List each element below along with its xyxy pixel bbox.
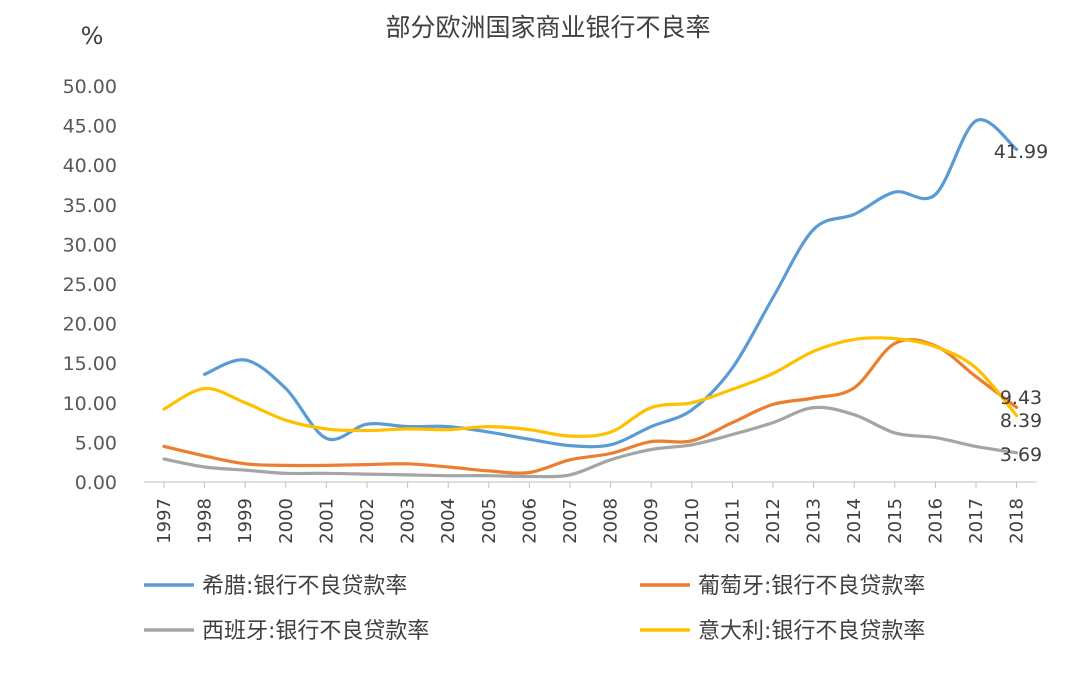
series-greece-line bbox=[203, 118, 1019, 449]
y-tick-label: 15.00 bbox=[63, 353, 117, 375]
y-unit-label: % bbox=[81, 22, 104, 50]
y-tick-label: 10.00 bbox=[63, 393, 117, 415]
x-tick-label: 2001 bbox=[316, 498, 337, 544]
y-tick-label: 35.00 bbox=[63, 195, 117, 217]
x-tick-label: 2017 bbox=[966, 498, 987, 544]
x-tick-label: 2016 bbox=[925, 498, 946, 544]
series-lines bbox=[162, 118, 1019, 479]
y-tick-label: 45.00 bbox=[63, 116, 117, 138]
x-tick-label: 2000 bbox=[276, 498, 297, 544]
legend-label: 西班牙:银行不良贷款率 bbox=[202, 619, 429, 644]
x-tick-label: 2009 bbox=[641, 498, 662, 544]
y-axis-ticks: 0.00 5.00 10.00 15.00 20.00 25.00 30.00 35.00 40… bbox=[63, 76, 117, 494]
x-tick-label: 2015 bbox=[885, 498, 906, 544]
data-label-portugal: 9.43 bbox=[1000, 387, 1042, 409]
y-tick-label: 50.00 bbox=[63, 76, 117, 98]
y-tick-label: 20.00 bbox=[63, 314, 117, 336]
data-label-greece: 41.99 bbox=[994, 141, 1048, 163]
x-tick-label: 2018 bbox=[1007, 498, 1028, 544]
x-tick-label: 2012 bbox=[763, 498, 784, 544]
chart-title: 部分欧洲国家商业银行不良率 bbox=[385, 13, 710, 42]
data-label-spain: 3.69 bbox=[1000, 444, 1042, 466]
series-portugal-line bbox=[162, 338, 1019, 475]
x-tick-label: 2011 bbox=[722, 498, 743, 544]
x-tick-label: 1997 bbox=[154, 498, 175, 544]
data-labels: 41.99 9.43 3.69 8.39 bbox=[994, 141, 1048, 466]
x-tick-label: 2004 bbox=[438, 498, 459, 544]
x-tick-label: 2008 bbox=[601, 498, 622, 544]
x-tick-label: 2007 bbox=[560, 498, 581, 544]
x-tick-label: 2002 bbox=[357, 498, 378, 544]
x-tick-label: 2010 bbox=[682, 498, 703, 544]
x-tick-label: 2014 bbox=[844, 498, 865, 544]
y-tick-label: 0.00 bbox=[75, 472, 117, 494]
x-tick-label: 2006 bbox=[519, 498, 540, 544]
x-tick-label: 1998 bbox=[195, 498, 216, 544]
y-tick-label: 30.00 bbox=[63, 234, 117, 256]
y-tick-label: 25.00 bbox=[63, 274, 117, 296]
x-tick-label: 2005 bbox=[479, 498, 500, 544]
legend-label: 希腊:银行不良贷款率 bbox=[202, 574, 407, 599]
x-axis-ticks: 1997 1998 1999 2000 2001 2002 2003 2004 2005 2006… bbox=[154, 482, 1028, 544]
data-label-italy: 8.39 bbox=[1000, 410, 1042, 432]
x-tick-label: 1999 bbox=[235, 498, 256, 544]
legend-label: 葡萄牙:银行不良贷款率 bbox=[698, 574, 925, 599]
x-tick-label: 2013 bbox=[804, 498, 825, 544]
y-tick-label: 5.00 bbox=[75, 432, 117, 454]
series-italy-line bbox=[162, 336, 1019, 438]
x-tick-label: 2003 bbox=[398, 498, 419, 544]
y-tick-label: 40.00 bbox=[63, 155, 117, 177]
legend-label: 意大利:银行不良贷款率 bbox=[698, 619, 925, 644]
series-spain-line bbox=[162, 405, 1019, 479]
